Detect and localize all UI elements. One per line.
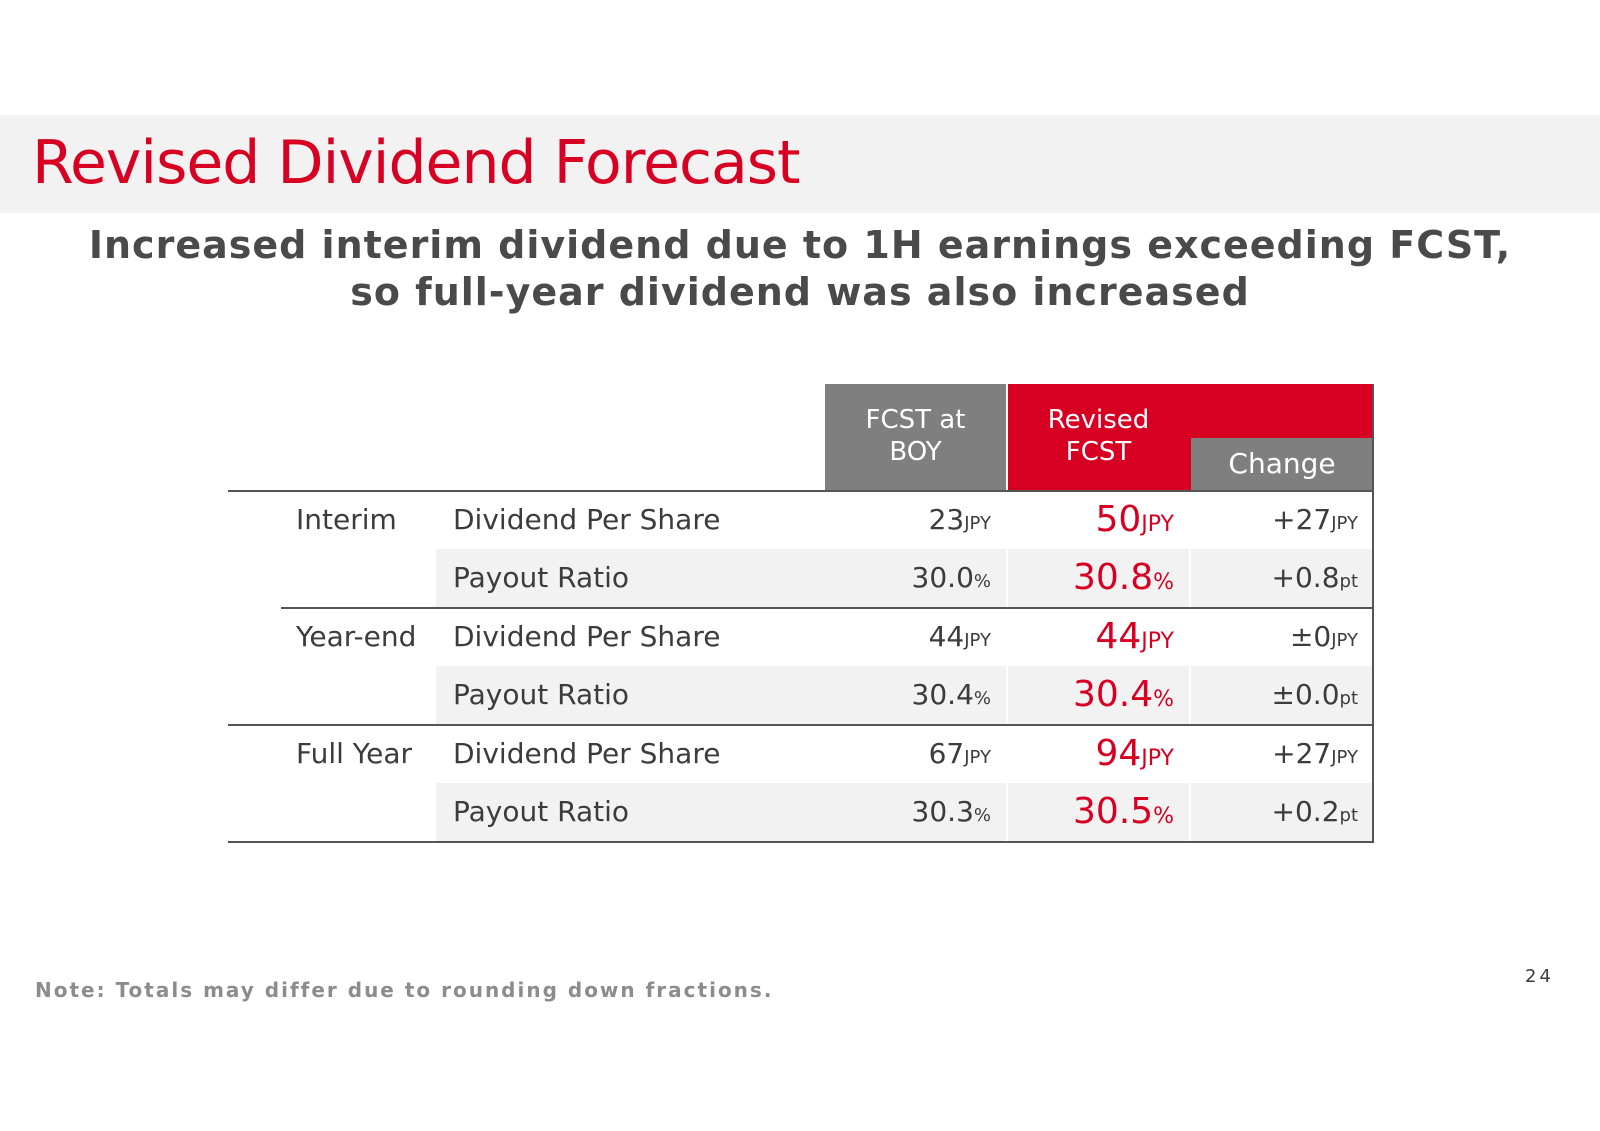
cell-revised-fcst-unit: %: [1153, 687, 1174, 712]
row-group-label: Year-end: [296, 608, 416, 666]
cell-revised-fcst-unit: %: [1153, 804, 1174, 829]
cell-change: ±0JPY: [1191, 608, 1358, 670]
cell-fcst-at-boy-unit: JPY: [964, 630, 991, 651]
table-rule-group: [228, 724, 1374, 726]
cell-fcst-at-boy-value: 30.3: [911, 795, 974, 828]
table-row: [436, 666, 1372, 724]
cell-fcst-at-boy: 30.4%: [825, 666, 991, 728]
header-change: Change: [1191, 438, 1373, 490]
cell-change-unit: JPY: [1331, 747, 1358, 768]
header-revised-fcst-text: Revised FCST: [1047, 405, 1150, 467]
cell-revised-fcst: 44JPY: [1008, 608, 1174, 671]
cell-fcst-at-boy-unit: %: [973, 805, 991, 826]
cell-fcst-at-boy-value: 44: [928, 620, 965, 653]
row-item-label: Payout Ratio: [453, 549, 629, 607]
cell-fcst-at-boy-value: 23: [928, 503, 965, 536]
cell-revised-fcst: 30.5%: [1008, 783, 1174, 846]
cell-change-unit: pt: [1339, 688, 1358, 709]
cell-revised-fcst-value: 30.8: [1072, 557, 1154, 598]
row-item-label: Payout Ratio: [453, 783, 629, 841]
row-item-text: Payout Ratio: [453, 678, 629, 711]
page-subtitle: Increased interim dividend due to 1H ear…: [0, 222, 1600, 316]
cell-change-value: ±0.0: [1271, 678, 1340, 711]
cell-change: +0.8pt: [1191, 549, 1358, 611]
table-rule-group: [281, 607, 1374, 609]
table-rule-bottom: [228, 841, 1374, 843]
cell-revised-fcst-unit: JPY: [1141, 512, 1174, 537]
cell-revised-fcst: 94JPY: [1008, 725, 1174, 788]
cell-revised-fcst-value: 94: [1095, 733, 1142, 774]
cell-change: +27JPY: [1191, 491, 1358, 553]
cell-revised-fcst-unit: JPY: [1141, 746, 1174, 771]
header-fcst-at-boy: FCST at BOY: [825, 384, 1006, 490]
cell-change: +0.2pt: [1191, 783, 1358, 845]
row-item-text: Dividend Per Share: [453, 503, 721, 536]
cell-fcst-at-boy-value: 30.4: [911, 678, 974, 711]
cell-revised-fcst-value: 44: [1095, 616, 1142, 657]
table-rule-right: [1372, 384, 1374, 843]
cell-revised-fcst-value: 30.5: [1072, 791, 1154, 832]
table-row: [436, 783, 1372, 841]
cell-change-unit: pt: [1339, 571, 1358, 592]
table-rule-top: [228, 490, 1374, 492]
cell-change-unit: JPY: [1331, 513, 1358, 534]
cell-change-value: +0.8: [1271, 561, 1340, 594]
page-title: Revised Dividend Forecast: [32, 128, 801, 198]
title-band: [0, 115, 1600, 213]
cell-change-unit: JPY: [1331, 630, 1358, 651]
cell-fcst-at-boy: 30.3%: [825, 783, 991, 845]
row-item-text: Dividend Per Share: [453, 620, 721, 653]
row-item-text: Payout Ratio: [453, 795, 629, 828]
row-group-text: Interim: [296, 503, 397, 536]
row-group-label: Interim: [296, 491, 397, 549]
cell-change-value: ±0: [1289, 620, 1332, 653]
cell-revised-fcst: 30.8%: [1008, 549, 1174, 612]
cell-change-unit: pt: [1339, 805, 1358, 826]
cell-change-value: +27: [1272, 503, 1332, 536]
cell-fcst-at-boy-value: 30.0: [911, 561, 974, 594]
row-group-text: Year-end: [296, 620, 417, 653]
cell-revised-fcst-value: 50: [1095, 499, 1142, 540]
row-item-label: Dividend Per Share: [453, 608, 720, 666]
footnote: Note: Totals may differ due to rounding …: [35, 978, 774, 1002]
row-item-label: Dividend Per Share: [453, 725, 720, 783]
row-group-label: Full Year: [296, 725, 412, 783]
cell-fcst-at-boy: 30.0%: [825, 549, 991, 611]
row-item-label: Payout Ratio: [453, 666, 629, 724]
cell-revised-fcst-unit: JPY: [1141, 629, 1174, 654]
cell-change: ±0.0pt: [1191, 666, 1358, 728]
row-item-text: Payout Ratio: [453, 561, 629, 594]
cell-fcst-at-boy-unit: %: [973, 571, 991, 592]
cell-change-value: +0.2: [1271, 795, 1340, 828]
cell-fcst-at-boy: 23JPY: [825, 491, 991, 553]
column-separator: [1006, 490, 1008, 842]
column-separator: [1189, 490, 1191, 842]
subtitle-line-2: so full-year dividend was also increased: [350, 270, 1250, 314]
header-revised-fcst-label: Revised FCST: [1008, 404, 1189, 468]
cell-revised-fcst-value: 30.4: [1072, 674, 1154, 715]
cell-fcst-at-boy-unit: JPY: [964, 513, 991, 534]
header-fcst-at-boy-label: FCST at BOY: [865, 405, 966, 467]
table-row: [436, 549, 1372, 607]
page-number: 24: [1525, 966, 1554, 987]
row-item-label: Dividend Per Share: [453, 491, 720, 549]
cell-fcst-at-boy-unit: JPY: [964, 747, 991, 768]
cell-revised-fcst-unit: %: [1153, 570, 1174, 595]
row-group-text: Full Year: [296, 737, 413, 770]
cell-fcst-at-boy: 67JPY: [825, 725, 991, 787]
cell-change: +27JPY: [1191, 725, 1358, 787]
cell-fcst-at-boy-unit: %: [973, 688, 991, 709]
subtitle-line-1: Increased interim dividend due to 1H ear…: [88, 223, 1512, 267]
cell-revised-fcst: 50JPY: [1008, 491, 1174, 554]
row-item-text: Dividend Per Share: [453, 737, 721, 770]
cell-revised-fcst: 30.4%: [1008, 666, 1174, 729]
cell-fcst-at-boy-value: 67: [928, 737, 965, 770]
cell-change-value: +27: [1272, 737, 1332, 770]
cell-fcst-at-boy: 44JPY: [825, 608, 991, 670]
